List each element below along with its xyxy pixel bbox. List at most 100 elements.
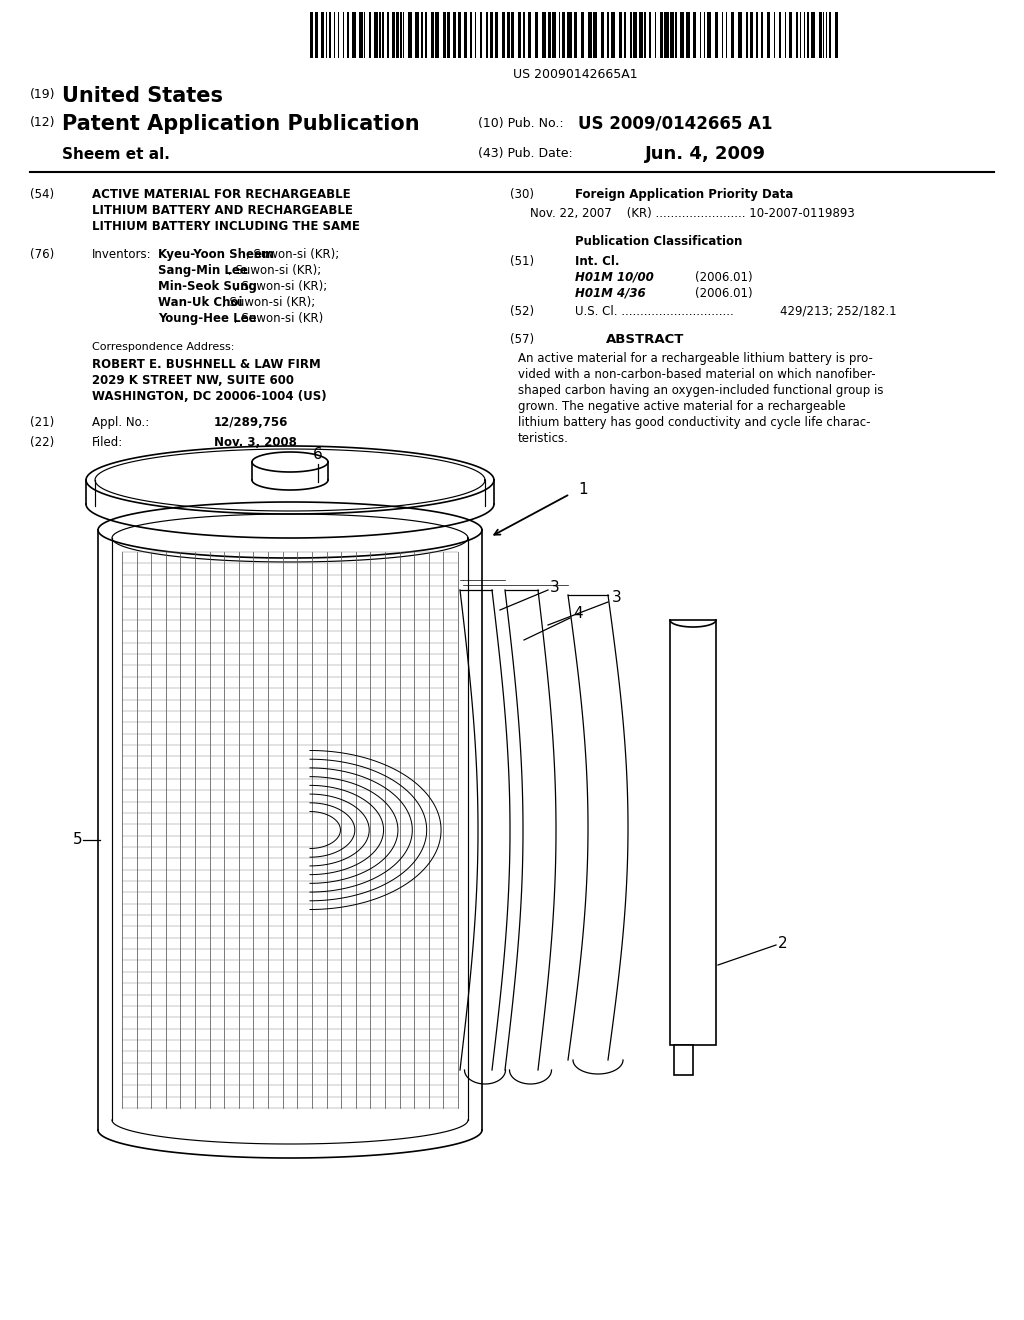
- Bar: [403, 12, 404, 58]
- Bar: [508, 12, 510, 58]
- Bar: [310, 12, 313, 58]
- Text: 1: 1: [578, 483, 588, 498]
- Bar: [726, 12, 727, 58]
- Bar: [624, 12, 626, 58]
- Bar: [630, 12, 632, 58]
- Text: (57): (57): [510, 333, 535, 346]
- Bar: [542, 12, 546, 58]
- Text: US 2009/0142665 A1: US 2009/0142665 A1: [578, 115, 772, 133]
- Text: (54): (54): [30, 187, 54, 201]
- Bar: [458, 12, 461, 58]
- Bar: [382, 12, 384, 58]
- Text: shaped carbon having an oxygen-included functional group is: shaped carbon having an oxygen-included …: [518, 384, 884, 397]
- Bar: [674, 1045, 693, 1074]
- Text: Min-Seok Sung: Min-Seok Sung: [158, 280, 257, 293]
- Bar: [708, 12, 712, 58]
- Bar: [654, 12, 656, 58]
- Text: Filed:: Filed:: [92, 436, 123, 449]
- Bar: [581, 12, 585, 58]
- Text: An active material for a rechargeable lithium battery is pro-: An active material for a rechargeable li…: [518, 352, 872, 366]
- Bar: [649, 12, 651, 58]
- Bar: [562, 12, 564, 58]
- Bar: [518, 12, 521, 58]
- Text: 3: 3: [550, 579, 560, 594]
- Bar: [549, 12, 551, 58]
- Text: H01M 4/36: H01M 4/36: [575, 286, 645, 300]
- Text: United States: United States: [62, 86, 223, 106]
- Bar: [676, 12, 677, 58]
- Bar: [665, 12, 669, 58]
- Text: Patent Application Publication: Patent Application Publication: [62, 114, 420, 135]
- Bar: [607, 12, 609, 58]
- Text: (2006.01): (2006.01): [695, 286, 753, 300]
- Bar: [573, 12, 577, 58]
- Text: (43) Pub. Date:: (43) Pub. Date:: [478, 147, 572, 160]
- Bar: [750, 12, 753, 58]
- Bar: [387, 12, 389, 58]
- Bar: [829, 12, 830, 58]
- Text: (12): (12): [30, 116, 55, 129]
- Text: LITHIUM BATTERY INCLUDING THE SAME: LITHIUM BATTERY INCLUDING THE SAME: [92, 220, 359, 234]
- Text: Int. Cl.: Int. Cl.: [575, 255, 620, 268]
- Bar: [327, 12, 328, 58]
- Text: 3: 3: [612, 590, 622, 606]
- Bar: [338, 12, 339, 58]
- Text: Kyeu-Yoon Sheem: Kyeu-Yoon Sheem: [158, 248, 274, 261]
- Text: U.S. Cl. ..............................: U.S. Cl. ..............................: [575, 305, 734, 318]
- Text: 12/289,756: 12/289,756: [214, 416, 289, 429]
- Bar: [321, 12, 325, 58]
- Bar: [496, 12, 498, 58]
- Text: ROBERT E. BUSHNELL & LAW FIRM: ROBERT E. BUSHNELL & LAW FIRM: [92, 358, 321, 371]
- Text: 4: 4: [573, 606, 583, 622]
- Bar: [611, 12, 615, 58]
- Text: , Suwon-si (KR);: , Suwon-si (KR);: [222, 296, 315, 309]
- Bar: [359, 12, 364, 58]
- Bar: [315, 12, 318, 58]
- Bar: [686, 12, 690, 58]
- Bar: [334, 12, 335, 58]
- Bar: [392, 12, 395, 58]
- Bar: [567, 12, 571, 58]
- Bar: [699, 12, 701, 58]
- Text: (30): (30): [510, 187, 534, 201]
- Bar: [559, 12, 560, 58]
- Text: Correspondence Address:: Correspondence Address:: [92, 342, 234, 352]
- Text: 2029 K STREET NW, SUITE 600: 2029 K STREET NW, SUITE 600: [92, 374, 294, 387]
- Text: (76): (76): [30, 248, 54, 261]
- Text: Inventors:: Inventors:: [92, 248, 152, 261]
- Bar: [431, 12, 434, 58]
- Bar: [807, 12, 809, 58]
- Bar: [660, 12, 663, 58]
- Bar: [365, 12, 366, 58]
- Bar: [680, 12, 684, 58]
- Text: Sheem et al.: Sheem et al.: [62, 147, 170, 162]
- Bar: [716, 12, 718, 58]
- Text: , Suwon-si (KR);: , Suwon-si (KR);: [246, 248, 339, 261]
- Text: (51): (51): [510, 255, 535, 268]
- Bar: [588, 12, 592, 58]
- Bar: [435, 12, 439, 58]
- Text: , Suwon-si (KR);: , Suwon-si (KR);: [228, 264, 322, 277]
- Bar: [693, 12, 696, 58]
- Bar: [825, 12, 827, 58]
- Bar: [633, 12, 637, 58]
- Text: US 20090142665A1: US 20090142665A1: [513, 69, 637, 81]
- Text: , Suwon-si (KR);: , Suwon-si (KR);: [234, 280, 328, 293]
- Bar: [601, 12, 604, 58]
- Text: grown. The negative active material for a rechargeable: grown. The negative active material for …: [518, 400, 846, 413]
- Bar: [396, 12, 399, 58]
- Bar: [486, 12, 487, 58]
- Text: ABSTRACT: ABSTRACT: [606, 333, 684, 346]
- Bar: [421, 12, 423, 58]
- Bar: [705, 12, 706, 58]
- Bar: [343, 12, 344, 58]
- Bar: [731, 12, 734, 58]
- Bar: [800, 12, 802, 58]
- Text: 429/213; 252/182.1: 429/213; 252/182.1: [780, 305, 897, 318]
- Text: (19): (19): [30, 88, 55, 102]
- Bar: [644, 12, 646, 58]
- Bar: [409, 12, 412, 58]
- Text: Sang-Min Lee: Sang-Min Lee: [158, 264, 248, 277]
- Text: 5: 5: [73, 833, 82, 847]
- Bar: [464, 12, 467, 58]
